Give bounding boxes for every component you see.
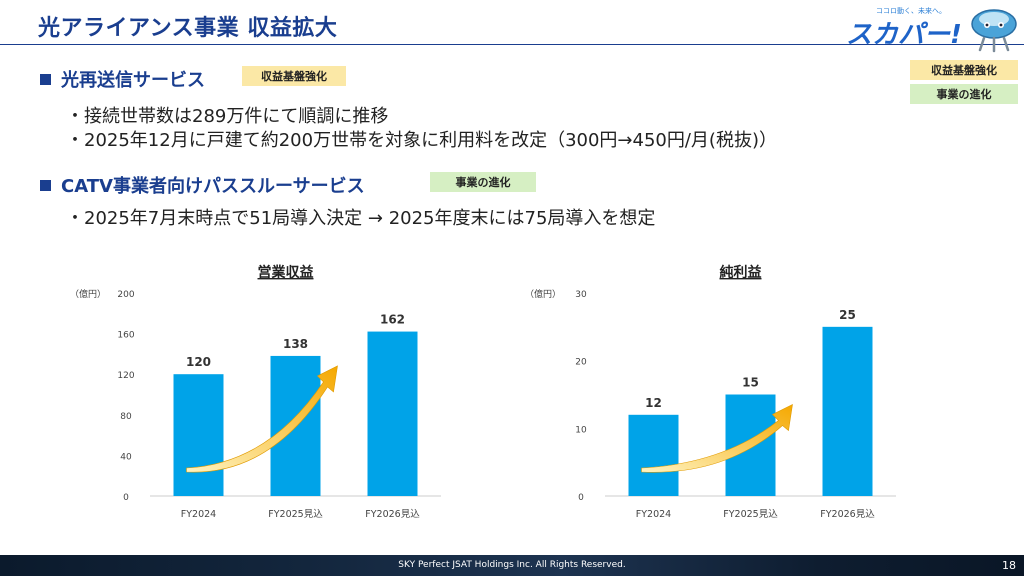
- net-income-chart: 純利益 （億円） 0 10 20 30 12 FY2024 15 FY2025見込 25 FY2026…: [525, 264, 896, 520]
- data-label: 138: [283, 337, 308, 351]
- bar: [173, 374, 224, 496]
- growth-arrow-icon: [186, 365, 338, 473]
- x-tick-label: FY2024: [636, 509, 671, 520]
- square-bullet-icon: [40, 179, 51, 191]
- bar: [367, 331, 418, 496]
- footer-bar: SKY Perfect JSAT Holdings Inc. All Right…: [0, 555, 1024, 576]
- data-label: 15: [742, 376, 759, 390]
- y-tick-label: 160: [117, 331, 134, 341]
- x-tick-label: FY2025見込: [268, 509, 323, 520]
- data-label: 162: [380, 313, 405, 327]
- data-label: 12: [645, 396, 662, 410]
- y-axis-unit: （億円）: [70, 288, 106, 300]
- y-tick-label: 10: [575, 425, 587, 435]
- legend-badge-revenue-base: 収益基盤強化: [910, 60, 1018, 80]
- y-tick-label: 0: [578, 493, 584, 503]
- x-tick-label: FY2026見込: [365, 509, 420, 520]
- logo-text: スカパー!: [846, 20, 962, 50]
- section-tag-revenue-base: 収益基盤強化: [242, 66, 346, 86]
- section-tag-business-evolution: 事業の進化: [430, 172, 536, 192]
- y-tick-label: 40: [120, 452, 132, 462]
- bullet-stations: ・2025年7月末時点で51局導入決定 → 2025年度末には75局導入を想定: [66, 208, 656, 229]
- growth-arrow-shape: [641, 403, 793, 473]
- revenue-chart: 営業収益 （億円） 0 40 80 120 160 200 120 FY2024 138 FY2025…: [70, 264, 441, 520]
- data-label: 120: [186, 355, 211, 369]
- growth-arrow-shape: [186, 365, 338, 473]
- x-tick-label: FY2026見込: [820, 509, 875, 520]
- chart-title: 営業収益: [258, 264, 314, 281]
- y-tick-label: 0: [123, 493, 129, 503]
- x-tick-label: FY2025見込: [723, 509, 778, 520]
- page-title: 光アライアンス事業 収益拡大: [38, 16, 338, 41]
- section-heading-text: CATV事業者向けパススルーサービス: [61, 176, 365, 197]
- brand-logo: ココロ動く、未来へ。 スカパー!: [838, 0, 1024, 56]
- chart-title: 純利益: [720, 264, 762, 281]
- legend-badge-business-evolution: 事業の進化: [910, 84, 1018, 104]
- y-tick-label: 120: [117, 371, 134, 381]
- bar: [822, 326, 873, 496]
- growth-arrow-icon: [641, 403, 793, 473]
- section-heading-text: 光再送信サービス: [61, 70, 205, 91]
- bullet-subscribers: ・接続世帯数は289万件にて順調に推移: [66, 106, 389, 127]
- bullet-price-revision: ・2025年12月に戸建て約200万世帯を対象に利用料を改定（300円→450円…: [66, 130, 777, 151]
- data-label: 25: [839, 308, 856, 322]
- bar: [628, 414, 679, 496]
- x-tick-label: FY2024: [181, 509, 216, 520]
- page-number: 18: [1002, 559, 1016, 572]
- y-tick-label: 20: [575, 358, 587, 368]
- copyright-text: SKY Perfect JSAT Holdings Inc. All Right…: [398, 560, 626, 570]
- logo-tagline: ココロ動く、未来へ。: [876, 7, 946, 15]
- section-heading-retransmission: 光再送信サービス: [40, 66, 205, 92]
- y-tick-label: 80: [120, 412, 132, 422]
- title-divider: [0, 44, 1024, 45]
- y-tick-label: 200: [117, 290, 134, 300]
- mascot-icon: [971, 9, 1017, 53]
- square-bullet-icon: [40, 73, 51, 85]
- section-heading-passthrough: CATV事業者向けパススルーサービス: [40, 172, 365, 198]
- y-axis-unit: （億円）: [525, 288, 561, 300]
- y-tick-label: 30: [575, 290, 587, 300]
